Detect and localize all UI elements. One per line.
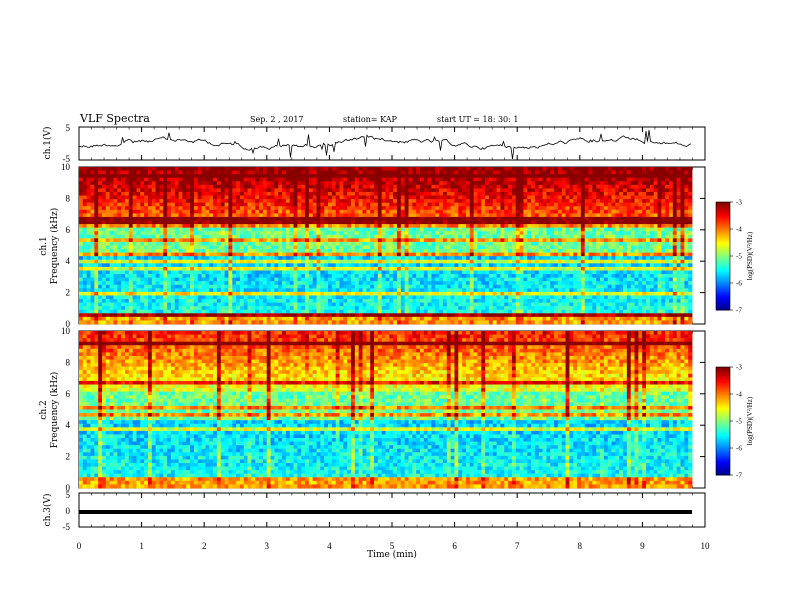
date-label: Sep. 2 , 2017	[250, 115, 304, 124]
ch1-frequency-tick: 10	[61, 162, 71, 172]
ch2-frequency-tick: 6	[66, 389, 71, 399]
ch1-waveform-ylabel: ch.1(V)	[42, 127, 53, 160]
colorbar-tick-label: -7	[736, 472, 742, 480]
colorbar-tick-label: -7	[736, 307, 742, 315]
colorbar-tick-label: -5	[736, 253, 742, 261]
ch1-colorbar: -3 -4 -5 -6 -7 log(PSD)(V²/Hz)	[715, 199, 754, 315]
ch2-frequency-tick: 4	[66, 420, 71, 430]
ch3-ytick-top: 5	[66, 490, 71, 500]
ch2-spectrogram-ylabel: ch.2	[39, 400, 49, 419]
time-tick-label: 5	[390, 541, 395, 551]
ch2-frequency-tick: 2	[66, 452, 71, 462]
station-label: station= KAP	[343, 115, 398, 124]
figure-title: VLF Spectra	[79, 112, 150, 125]
ch1-frequency-tick: 0	[66, 319, 71, 329]
colorbar-tick-label: -4	[736, 391, 742, 399]
ch1-ytick-top: 5	[66, 123, 71, 133]
ch2-frequency-tick: 0	[66, 483, 71, 493]
ch3-ytick-mid: 0	[66, 506, 71, 516]
colorbar-tick-label: -5	[736, 418, 742, 426]
colorbar-tick-label: -6	[736, 445, 742, 453]
colorbar-tick-label: -3	[736, 199, 742, 207]
ch3-ytick-bottom: -5	[63, 522, 71, 532]
ch1-waveform-panel: 5 -5 ch.1(V)	[42, 123, 706, 164]
time-axis-label: Time (min)	[367, 549, 417, 560]
ch1-frequency-tick: 6	[66, 225, 71, 235]
ch1-ytick-bottom: -5	[63, 154, 71, 164]
colorbar-tick-label: -4	[736, 226, 742, 234]
time-tick-label: 6	[452, 541, 457, 551]
time-tick-label: 3	[265, 541, 270, 551]
ch2-colorbar: -3 -4 -5 -6 -7 log(PSD)(V²/Hz)	[715, 364, 754, 480]
ch1-frequency-tick: 8	[66, 193, 71, 203]
time-tick-label: 10	[701, 541, 711, 551]
ch1-frequency-tick: 2	[66, 288, 71, 298]
time-tick-label: 1	[139, 541, 144, 551]
ch1-frequency-tick: 4	[66, 256, 71, 266]
colorbar-tick-label: -3	[736, 364, 742, 372]
ch2-frequency-tick: 8	[66, 357, 71, 367]
colorbar-label: log(PSD)(V²/Hz)	[746, 231, 754, 280]
ch1-frequency-label: Frequency (kHz)	[49, 208, 60, 285]
ch1-spectrogram-image	[79, 167, 693, 325]
time-tick-label: 2	[202, 541, 207, 551]
ch1-waveform-frame	[78, 126, 706, 161]
ch2-frequency-label: Frequency (kHz)	[49, 372, 60, 449]
ch3-waveform-ylabel: ch.3(V)	[42, 494, 53, 527]
colorbar-label: log(PSD)(V²/Hz)	[746, 396, 754, 445]
time-tick-label: 9	[640, 541, 645, 551]
start-time-label: start UT = 18: 30: 1	[437, 115, 518, 124]
ch1-waveform-trace	[78, 129, 692, 160]
ch2-frequency-tick: 10	[61, 326, 71, 336]
colorbar-tick-label: -6	[736, 280, 742, 288]
time-tick-label: 4	[327, 541, 332, 551]
time-tick-label: 7	[515, 541, 520, 551]
ch2-spectrogram-image	[79, 331, 693, 489]
time-tick-label: 0	[77, 541, 82, 551]
time-tick-label: 8	[578, 541, 583, 551]
ch3-waveform-panel: 5 0 -5 ch.3(V)	[42, 490, 706, 532]
ch1-spectrogram-ylabel: ch.1	[39, 236, 49, 255]
